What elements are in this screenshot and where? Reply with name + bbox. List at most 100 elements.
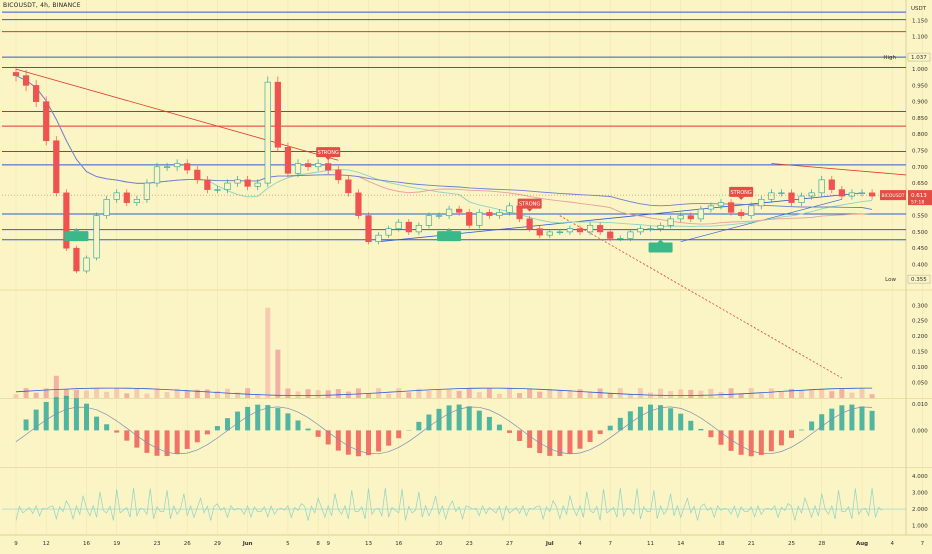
candle: [738, 212, 744, 215]
volume-tick-label: 0.050: [912, 381, 928, 387]
histogram-bar: [578, 430, 583, 448]
candle: [748, 206, 754, 216]
volume-bar: [578, 389, 583, 398]
histogram-bar: [285, 413, 290, 430]
time-tick-label: 9: [326, 541, 330, 547]
histogram-tick-label: 0.000: [912, 428, 928, 434]
histogram-bar: [527, 430, 532, 448]
volume-bar: [386, 394, 391, 398]
volume-bar: [779, 392, 784, 398]
candle: [295, 164, 301, 174]
volume-bar: [507, 388, 512, 398]
histogram-bar: [658, 405, 663, 430]
candle: [94, 216, 100, 258]
symbol-title: BICOUSDT, 4h, BINANCE: [3, 2, 81, 9]
time-tick-label: 23: [154, 541, 161, 547]
candle: [436, 216, 442, 217]
time-tick-label: 7: [608, 541, 612, 547]
candle: [829, 180, 835, 190]
candle: [507, 206, 513, 213]
histogram-bar: [175, 430, 180, 453]
volume-tick-label: 0.250: [912, 319, 928, 325]
histogram-bar: [487, 417, 492, 430]
time-tick-label: 9: [14, 541, 18, 547]
time-tick-label: 27: [506, 541, 513, 547]
histogram-bar: [618, 418, 623, 431]
time-tick-label: Aug: [856, 541, 868, 547]
volume-bar: [165, 392, 170, 398]
oscillator-tick-label: 2.000: [912, 507, 928, 513]
oscillator-tick-label: 1.000: [912, 523, 928, 529]
candle: [114, 193, 120, 200]
volume-bar: [769, 388, 774, 398]
volume-bar: [275, 350, 280, 398]
candle: [597, 225, 603, 232]
volume-bar: [819, 389, 824, 398]
volume-bar: [104, 392, 109, 398]
volume-bar: [547, 389, 552, 398]
volume-bar: [74, 390, 79, 398]
time-tick-label: Jul: [545, 541, 554, 547]
histogram-bar: [668, 408, 673, 430]
last-price-value: 0.613: [911, 193, 927, 199]
volume-bar: [336, 389, 341, 398]
histogram-tick-label: 0.010: [912, 402, 928, 408]
time-tick-label: 29: [214, 541, 221, 547]
volume-bar: [144, 394, 149, 398]
price-tick-label: 0.500: [912, 230, 928, 236]
volume-bar: [598, 389, 603, 398]
histogram-bar: [205, 430, 210, 434]
time-tick-label: 21: [748, 541, 755, 547]
candle: [527, 219, 533, 229]
signal-label-text: STRONG: [318, 150, 339, 156]
histogram-bar: [698, 429, 703, 430]
candle: [305, 164, 311, 167]
time-tick-label: 26: [184, 541, 191, 547]
candle: [859, 193, 865, 194]
countdown-value: 57:18: [911, 200, 924, 206]
time-tick-label: 4: [890, 541, 894, 547]
volume-bar: [437, 390, 442, 398]
histogram-bar: [24, 419, 29, 430]
candle: [33, 85, 39, 101]
volume-bar: [185, 391, 190, 398]
candle: [537, 229, 543, 236]
price-tick-label: 1.000: [912, 67, 928, 73]
histogram-bar: [235, 412, 240, 431]
candle: [607, 232, 613, 239]
volume-bar: [870, 394, 875, 398]
volume-bar: [134, 388, 139, 398]
candle: [698, 209, 704, 219]
candle: [205, 180, 211, 190]
candle: [779, 193, 785, 194]
candle: [769, 193, 775, 200]
candle: [335, 170, 341, 180]
candle: [718, 203, 724, 206]
histogram-bar: [799, 430, 804, 431]
candle: [225, 183, 231, 190]
volume-bar: [527, 388, 532, 398]
volume-bar: [638, 388, 643, 398]
histogram-bar: [547, 430, 552, 455]
volume-tick-label: 0.300: [912, 303, 928, 309]
signal-label: [64, 231, 88, 241]
price-tick-label: 0.550: [912, 214, 928, 220]
histogram-bar: [507, 430, 512, 433]
time-tick-label: 19: [113, 541, 120, 547]
high-label: High: [883, 55, 896, 61]
volume-tick-label: 0.150: [912, 350, 928, 356]
symbol-tag-text: BICOUSDT: [882, 193, 905, 199]
volume-bar: [296, 391, 301, 398]
histogram-bar: [275, 408, 280, 430]
oscillator-tick-label: 4.000: [912, 474, 928, 480]
volume-bar: [729, 388, 734, 398]
histogram-bar: [447, 405, 452, 430]
oscillator-line: [16, 488, 882, 520]
candle: [194, 170, 200, 180]
candle: [869, 193, 875, 196]
price-unit-label: USDT: [911, 6, 927, 12]
histogram-bar: [739, 430, 744, 454]
candle: [154, 167, 160, 183]
